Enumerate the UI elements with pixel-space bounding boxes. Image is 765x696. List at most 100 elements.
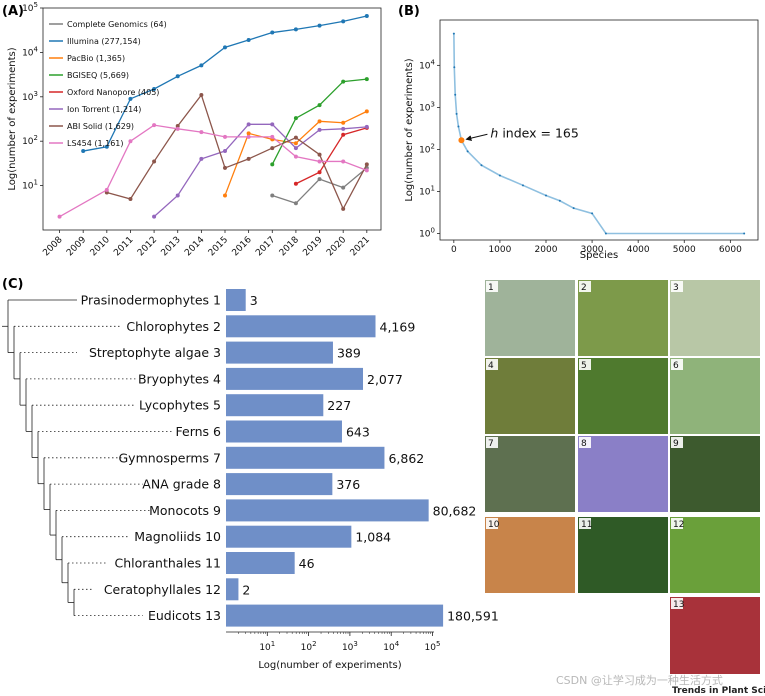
photo-number-badge (486, 359, 498, 370)
photo-number-badge (671, 598, 683, 609)
species-point (457, 125, 460, 128)
data-point (341, 19, 346, 24)
chart-a-ytick-label: 102 (22, 134, 38, 147)
chart-a-xtick-label: 2017 (254, 235, 277, 258)
data-point (341, 79, 346, 84)
chart-b-xtick-label: 3000 (581, 245, 604, 255)
data-point (152, 159, 157, 164)
clade-label: Gymnosperms 7 (118, 450, 221, 465)
clade-label: Eudicots 13 (148, 608, 221, 623)
chart-b-ytick-label: 103 (419, 100, 435, 113)
bar (226, 341, 333, 364)
data-point (317, 23, 322, 28)
chart-b-xtick-label: 6000 (719, 245, 742, 255)
species-point (498, 174, 501, 177)
bar (226, 367, 364, 390)
data-point (270, 30, 275, 35)
journal-name: Trends in Plant Science (672, 686, 765, 696)
data-point (341, 132, 346, 137)
chart-c-xtick-label: 103 (342, 640, 358, 653)
h-index-label: h index = 165 (490, 125, 578, 140)
data-point (270, 162, 275, 167)
photo-number-badge (579, 359, 591, 370)
species-photo (578, 280, 668, 356)
chart-b-xlabel: Species (580, 250, 619, 261)
data-point (270, 193, 275, 198)
data-point (341, 206, 346, 211)
legend-entry: ABI Solid (1,629) (67, 122, 134, 131)
data-point (293, 154, 298, 159)
data-point (364, 168, 369, 173)
series-line (106, 93, 368, 211)
chart-a-xtick-label: 2010 (89, 235, 112, 258)
data-point (317, 177, 322, 182)
clade-label: Chlorophytes 2 (126, 319, 221, 334)
chart-c-xtick-label: 101 (259, 640, 275, 653)
legend-entry: Ion Torrent (1,214) (67, 105, 141, 114)
photo-number-badge (579, 437, 591, 448)
chart-a-xtick-label: 2012 (136, 235, 159, 258)
species-photo (485, 358, 575, 434)
data-point (223, 149, 227, 154)
chart-b-ytick-label: 101 (419, 184, 435, 197)
photo-number: 8 (581, 439, 587, 449)
panel-label-c: (C) (2, 277, 23, 292)
photo-number-badge (671, 281, 683, 292)
chart-a-xtick-label: 2020 (325, 235, 348, 258)
data-point (104, 144, 109, 149)
clade-label: Magnoliids 10 (134, 529, 221, 544)
species-point (743, 232, 746, 235)
photo-number: 6 (673, 361, 679, 371)
data-point (175, 193, 180, 198)
series-line (295, 127, 367, 185)
chart-c-xlabel: Log(number of experiments) (258, 660, 401, 671)
data-point (270, 146, 275, 151)
bar-value-label: 4,169 (380, 319, 416, 334)
clade-label: Prasinodermophytes 1 (81, 293, 221, 308)
data-point (223, 193, 227, 198)
clade-label: Lycophytes 5 (139, 398, 221, 413)
data-point (104, 187, 109, 192)
data-point (152, 214, 157, 219)
species-photo (670, 436, 760, 512)
bar-value-label: 180,591 (447, 609, 499, 624)
chart-a-xtick-label: 2008 (41, 235, 64, 258)
species-point (453, 66, 456, 69)
photo-number: 2 (581, 283, 587, 293)
bar (226, 604, 444, 627)
species-point (591, 212, 594, 215)
data-point (317, 170, 322, 175)
chart-a-xtick-label: 2013 (160, 235, 183, 258)
species-photo (670, 280, 760, 356)
data-point (341, 185, 346, 190)
data-point (128, 196, 133, 201)
data-point (152, 86, 157, 91)
data-point (199, 92, 204, 97)
data-point (317, 103, 322, 108)
chart-c-xtick-label: 105 (425, 640, 441, 653)
chart-a-frame (42, 7, 382, 231)
species-point (455, 112, 458, 115)
data-point (293, 116, 298, 121)
bar (226, 289, 246, 311)
photo-number-badge (486, 281, 498, 292)
species-photo (485, 436, 575, 512)
photo-number-badge (579, 518, 591, 529)
bar (226, 420, 342, 443)
data-point (364, 14, 369, 19)
photo-number-badge (579, 281, 591, 292)
bar-value-label: 3 (250, 293, 258, 308)
species-photo (578, 436, 668, 512)
chart-a-ylabel: Log(number of experiments) (7, 47, 18, 190)
chart-a-legend: Complete Genomics (64) Illumina (277,154)… (49, 20, 167, 148)
chart-b-xtick-label: 4000 (627, 245, 650, 255)
chart-a-xtick-label: 2009 (65, 235, 88, 258)
bar-value-label: 376 (336, 477, 360, 492)
legend-entry: Complete Genomics (64) (67, 20, 167, 29)
h-index-prefix: h (490, 125, 498, 140)
photo-number-badge (486, 437, 498, 448)
legend-entry: LS454 (1,161) (67, 139, 124, 148)
species-photo (670, 517, 760, 593)
data-point (128, 96, 133, 101)
data-point (57, 214, 62, 219)
